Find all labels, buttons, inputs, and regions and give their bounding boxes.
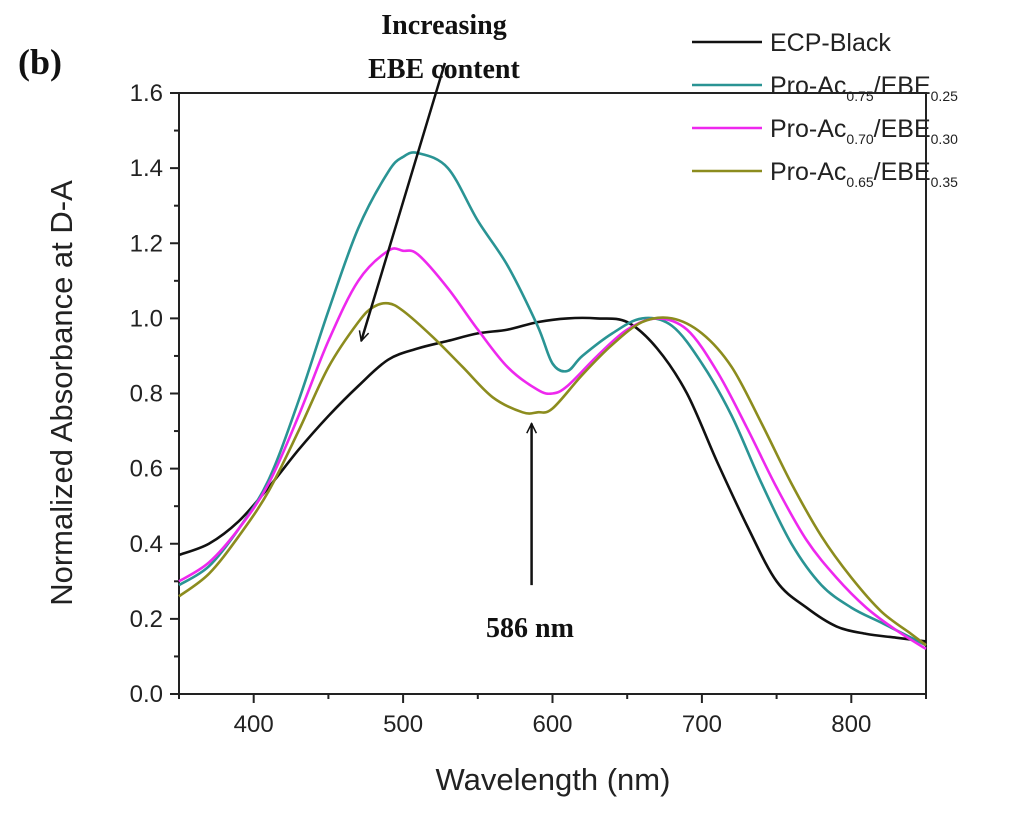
legend: ECP-Black Pro-Ac0.75/EBE0.25 Pro-Ac0.70/EB… (692, 29, 958, 190)
x-axis-title: Wavelength (nm) (436, 762, 671, 797)
y-tick-label: 1.0 (130, 305, 163, 332)
y-tick-label: 1.4 (130, 155, 163, 182)
y-tick-label: 1.6 (130, 80, 163, 107)
y-tick-label: 0.0 (130, 681, 163, 708)
legend-label-3: Pro-Ac0.65/EBE0.35 (770, 158, 958, 190)
annotation-ebe-line1: Increasing (381, 10, 507, 41)
legend-label-2: Pro-Ac0.70/EBE0.30 (770, 115, 958, 147)
x-tick-label: 600 (532, 711, 572, 738)
y-tick-label: 0.2 (130, 606, 163, 633)
series-line-1 (178, 151, 927, 647)
y-axis-ticks: 0.0 0.2 0.4 0.6 0.8 1.0 1.2 1.4 1.6 (130, 80, 179, 708)
annotation-586-label: 586 nm (486, 613, 574, 644)
series-line-2 (178, 247, 927, 651)
x-tick-label: 400 (234, 711, 274, 738)
annotation-ebe-arrow (361, 62, 447, 341)
x-tick-label: 800 (831, 711, 871, 738)
y-axis-title: Normalized Absorbance at D-A (44, 180, 79, 606)
x-axis-ticks: 400 500 600 700 800 (178, 694, 927, 738)
legend-label-0: ECP-Black (770, 29, 891, 57)
y-tick-label: 0.8 (130, 381, 163, 408)
annotation-ebe: Increasing EBE content (361, 10, 521, 341)
legend-label-1: Pro-Ac0.75/EBE0.25 (770, 72, 958, 104)
y-tick-label: 1.2 (130, 230, 163, 257)
plot-frame (178, 92, 927, 695)
annotation-ebe-line2: EBE content (368, 54, 520, 85)
panel-label: (b) (18, 42, 62, 82)
y-tick-label: 0.6 (130, 456, 163, 483)
x-tick-label: 500 (383, 711, 423, 738)
annotation-586: 586 nm (486, 424, 574, 644)
series-line-3 (178, 301, 927, 647)
y-tick-label: 0.4 (130, 531, 163, 558)
x-tick-label: 700 (682, 711, 722, 738)
series-lines (178, 151, 927, 651)
series-line-0 (178, 316, 927, 643)
